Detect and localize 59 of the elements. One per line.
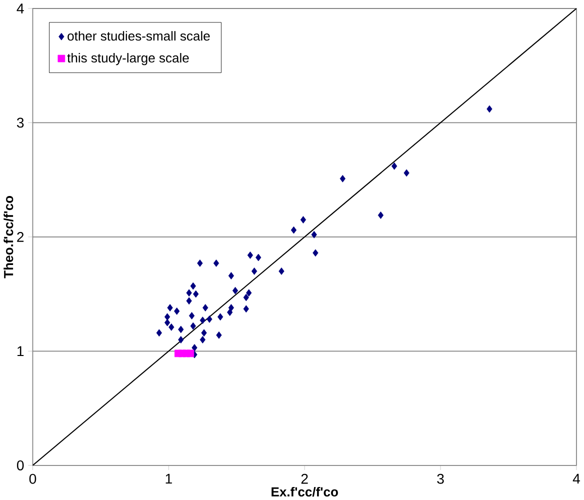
point	[174, 307, 180, 315]
point	[190, 322, 196, 330]
point	[243, 294, 249, 302]
point	[227, 308, 233, 316]
legend-label: this study-large scale	[67, 52, 189, 66]
point	[216, 331, 222, 339]
point	[213, 259, 220, 267]
point	[404, 169, 410, 177]
point	[186, 350, 194, 357]
point	[156, 329, 162, 336]
point	[192, 344, 198, 352]
y-tick-label: 4	[16, 3, 24, 14]
point	[486, 105, 492, 113]
point	[232, 286, 238, 294]
point	[164, 318, 170, 326]
x-tick-label: 1	[166, 474, 172, 484]
point	[256, 254, 262, 262]
point	[378, 211, 384, 219]
point	[278, 267, 284, 275]
point	[228, 272, 234, 280]
point	[340, 174, 346, 182]
x-tick-label: 3	[437, 474, 444, 484]
point	[168, 323, 174, 331]
point	[311, 230, 317, 238]
point	[178, 336, 184, 344]
point	[190, 282, 196, 290]
point	[206, 315, 212, 323]
x-tick-label: 4	[572, 474, 580, 484]
point	[243, 305, 249, 312]
legend-label: other studies-small scale	[68, 30, 210, 41]
point	[167, 304, 173, 312]
y-tick-label: 3	[16, 118, 24, 128]
point	[290, 226, 297, 234]
point	[247, 251, 254, 259]
x-tick-label: 2	[301, 474, 308, 484]
point	[188, 312, 195, 320]
point	[251, 267, 258, 275]
point	[202, 304, 208, 312]
point	[217, 313, 224, 320]
y-axis-title: Theo.f'cc/f'co	[4, 196, 14, 278]
point	[193, 290, 199, 298]
point	[300, 216, 306, 224]
point	[228, 304, 234, 312]
y-tick-label: 1	[17, 346, 24, 356]
x-axis-title: Ex.f'cc/f'co	[272, 486, 338, 497]
point	[178, 326, 184, 334]
point	[186, 297, 192, 304]
point	[200, 316, 206, 324]
point	[391, 162, 398, 170]
point	[201, 329, 207, 336]
y-tick-label: 0	[16, 460, 24, 470]
point	[246, 289, 252, 296]
y-tick-label: 2	[17, 232, 24, 242]
point	[197, 259, 203, 267]
point	[164, 313, 170, 320]
x-tick-label: 0	[29, 474, 36, 484]
point	[312, 249, 318, 256]
point	[186, 289, 192, 296]
point	[200, 336, 206, 344]
